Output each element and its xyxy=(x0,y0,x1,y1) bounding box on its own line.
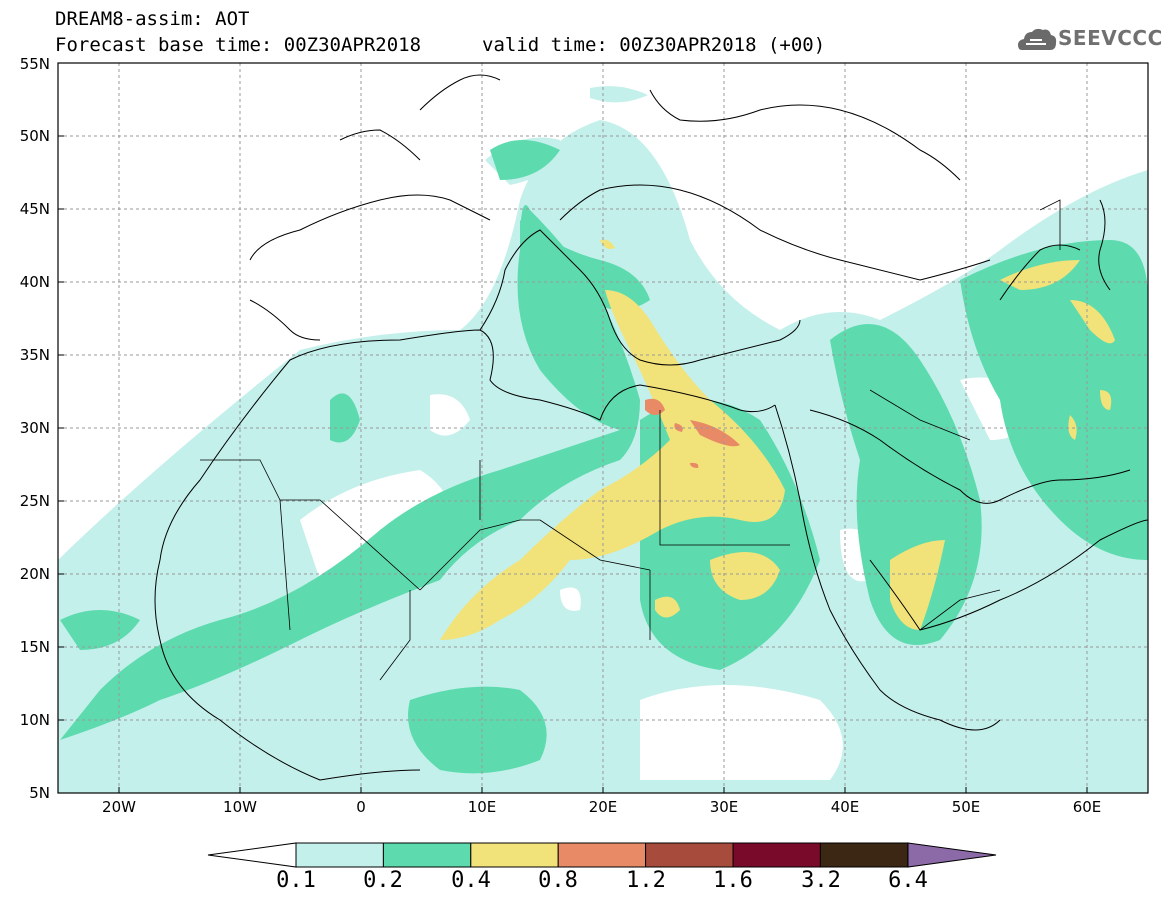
valid-time: valid time: 00Z30APR2018 (+00) xyxy=(482,34,826,56)
lon-label: 0 xyxy=(356,798,366,816)
lat-label: 15N xyxy=(19,638,50,656)
lat-label: 35N xyxy=(19,346,50,364)
lon-label: 60E xyxy=(1072,798,1102,816)
logo-text: SEEVCCC xyxy=(1058,26,1163,50)
coastlines xyxy=(154,74,1148,781)
colorbar-label: 0.8 xyxy=(538,868,578,893)
cloud-logo-icon xyxy=(1018,28,1057,50)
lon-label: 10W xyxy=(223,798,257,816)
lat-label: 5N xyxy=(29,784,50,802)
lon-label: 20E xyxy=(588,798,618,816)
map-title: DREAM8-assim: AOT xyxy=(55,8,250,30)
lon-label: 40E xyxy=(830,798,860,816)
lat-label: 55N xyxy=(19,55,50,73)
colorbar-label: 0.4 xyxy=(451,868,491,893)
lat-label: 45N xyxy=(19,200,50,218)
aot-level-0.8-area xyxy=(645,398,740,468)
lon-label: 50E xyxy=(951,798,981,816)
colorbar-label: 3.2 xyxy=(801,868,841,893)
colorbar-label: 1.6 xyxy=(713,868,753,893)
lon-label: 20W xyxy=(102,798,136,816)
colorbar-label: 0.2 xyxy=(363,868,403,893)
forecast-base-time: Forecast base time: 00Z30APR2018 xyxy=(55,34,422,56)
colorbar-label: 6.4 xyxy=(888,868,928,893)
colorbar-label: 1.2 xyxy=(626,868,666,893)
lat-label: 50N xyxy=(19,127,50,145)
aot-level-0.4-area xyxy=(440,239,1115,640)
lon-label: 10E xyxy=(467,798,497,816)
lat-label: 25N xyxy=(19,492,50,510)
country-borders xyxy=(200,199,1061,681)
lat-label: 40N xyxy=(19,273,50,291)
lat-label: 20N xyxy=(19,565,50,583)
lat-label: 30N xyxy=(19,419,50,437)
colorbar-label: 0.1 xyxy=(276,868,316,893)
lat-label: 10N xyxy=(19,711,50,729)
lon-label: 30E xyxy=(709,798,739,816)
